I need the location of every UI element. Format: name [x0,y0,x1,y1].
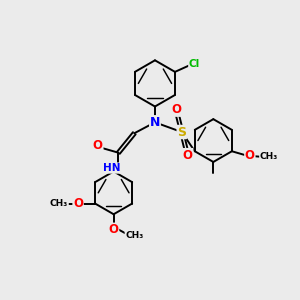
Text: O: O [73,197,83,210]
Text: CH₃: CH₃ [125,231,143,240]
Text: CH₃: CH₃ [260,152,278,161]
Text: O: O [109,223,118,236]
Text: Cl: Cl [189,59,200,69]
Text: O: O [93,139,103,152]
Text: N: N [150,116,160,129]
Text: O: O [245,149,255,162]
Text: HN: HN [103,163,120,173]
Text: O: O [172,103,182,116]
Text: CH₃: CH₃ [50,199,68,208]
Text: O: O [183,148,193,162]
Text: S: S [177,125,186,139]
